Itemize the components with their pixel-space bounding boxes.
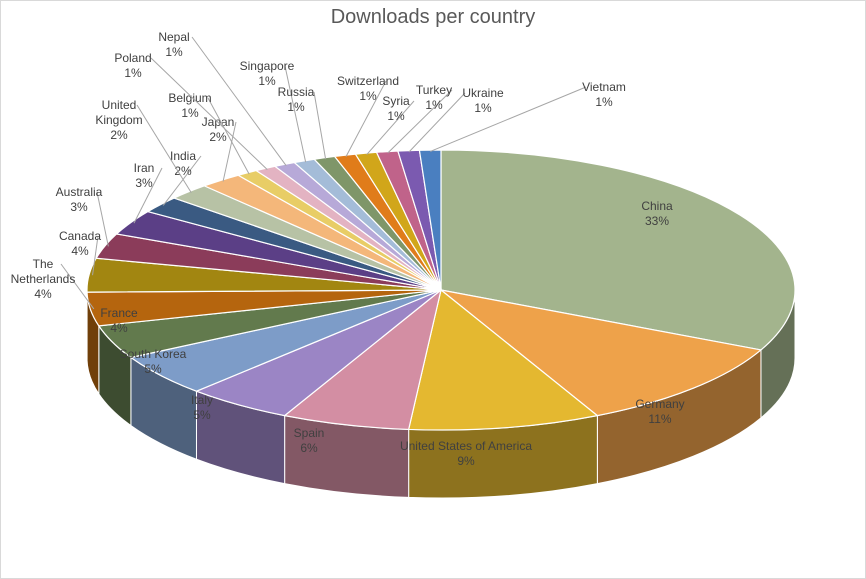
pie-slice-vietnam — [418, 149, 442, 291]
leader-line-the-netherlands — [60, 263, 95, 310]
pie-slice-united-states-of-america — [407, 288, 599, 431]
slice-label-singapore: Singapore — [240, 59, 295, 73]
slice-value-vietnam: 1% — [595, 95, 613, 109]
slice-value-belgium: 1% — [181, 106, 199, 120]
slice-value-russia: 1% — [287, 100, 305, 114]
slice-label-russia: Russia — [278, 85, 315, 99]
slice-label-nepal: Nepal — [158, 30, 189, 44]
pie-side-walls — [86, 289, 796, 499]
slice-label-spain: Spain — [294, 426, 325, 440]
slice-value-south-korea: 5% — [144, 362, 162, 376]
slice-value-japan: 2% — [209, 130, 227, 144]
slice-label-india: India — [170, 149, 196, 163]
slice-label-australia: Australia — [56, 185, 103, 199]
slice-label-china: China — [641, 199, 673, 213]
leader-line-vietnam — [430, 86, 587, 152]
slice-value-germany: 11% — [648, 412, 671, 426]
slice-label-turkey: Turkey — [416, 83, 452, 97]
slice-value-australia: 3% — [70, 200, 88, 214]
slice-value-iran: 3% — [135, 176, 153, 190]
chart-title: Downloads per country — [330, 6, 536, 28]
pie-slice-germany — [440, 289, 763, 417]
slice-value-the-netherlands: 4% — [34, 287, 52, 301]
slice-value-united-states-of-america: 9% — [457, 454, 475, 468]
slice-value-ukraine: 1% — [474, 101, 492, 115]
leader-line-nepal — [191, 36, 287, 166]
slice-label-united-states-of-america: United States of America — [400, 439, 532, 453]
slice-value-syria: 1% — [387, 109, 405, 123]
slice-label-united-kingdom: United — [102, 98, 137, 112]
slice-value-united-kingdom: 2% — [110, 128, 128, 142]
slice-label-poland: Poland — [114, 51, 151, 65]
pie-top — [86, 149, 796, 431]
slice-label-italy: Italy — [191, 393, 213, 407]
slice-label-syria: Syria — [382, 94, 410, 108]
slice-label-united-kingdom: Kingdom — [95, 113, 142, 127]
slice-value-france: 4% — [110, 321, 128, 335]
slice-value-singapore: 1% — [258, 74, 276, 88]
slice-value-china: 33% — [645, 214, 669, 228]
slice-label-france: France — [100, 306, 138, 320]
leader-line-canada — [92, 235, 99, 276]
slice-label-germany: Germany — [635, 397, 684, 411]
slice-value-canada: 4% — [71, 244, 89, 258]
leader-line-belgium — [207, 97, 250, 175]
leader-line-switzerland — [345, 80, 387, 157]
slice-label-south-korea: South Korea — [120, 347, 187, 361]
slice-label-switzerland: Switzerland — [337, 74, 399, 88]
slice-label-canada: Canada — [59, 229, 101, 243]
slice-label-the-netherlands: Netherlands — [11, 272, 76, 286]
leader-line-russia — [313, 91, 327, 160]
leader-line-poland — [150, 57, 268, 170]
leader-line-india — [162, 155, 202, 206]
slice-value-turkey: 1% — [425, 98, 443, 112]
slice-value-poland: 1% — [124, 66, 142, 80]
pie-slice-china — [440, 149, 796, 351]
slice-label-belgium: Belgium — [168, 91, 211, 105]
slice-value-india: 2% — [174, 164, 192, 178]
leader-line-iran — [133, 167, 163, 224]
leader-line-turkey — [387, 89, 453, 154]
leader-line-united-kingdom — [136, 104, 192, 194]
slice-label-iran: Iran — [134, 161, 155, 175]
leader-line-japan — [222, 121, 237, 182]
slice-value-spain: 6% — [300, 441, 318, 455]
leader-line-ukraine — [408, 92, 466, 153]
pie-slice-spain — [283, 288, 442, 431]
slice-label-the-netherlands: The — [33, 257, 54, 271]
leader-line-syria — [366, 100, 415, 155]
slice-value-switzerland: 1% — [359, 89, 377, 103]
leader-line-singapore — [284, 65, 307, 163]
slice-label-ukraine: Ukraine — [462, 86, 504, 100]
slice-label-vietnam: Vietnam — [582, 80, 626, 94]
slice-value-nepal: 1% — [165, 45, 183, 59]
leader-line-australia — [96, 191, 109, 247]
slice-value-italy: 5% — [193, 408, 211, 422]
